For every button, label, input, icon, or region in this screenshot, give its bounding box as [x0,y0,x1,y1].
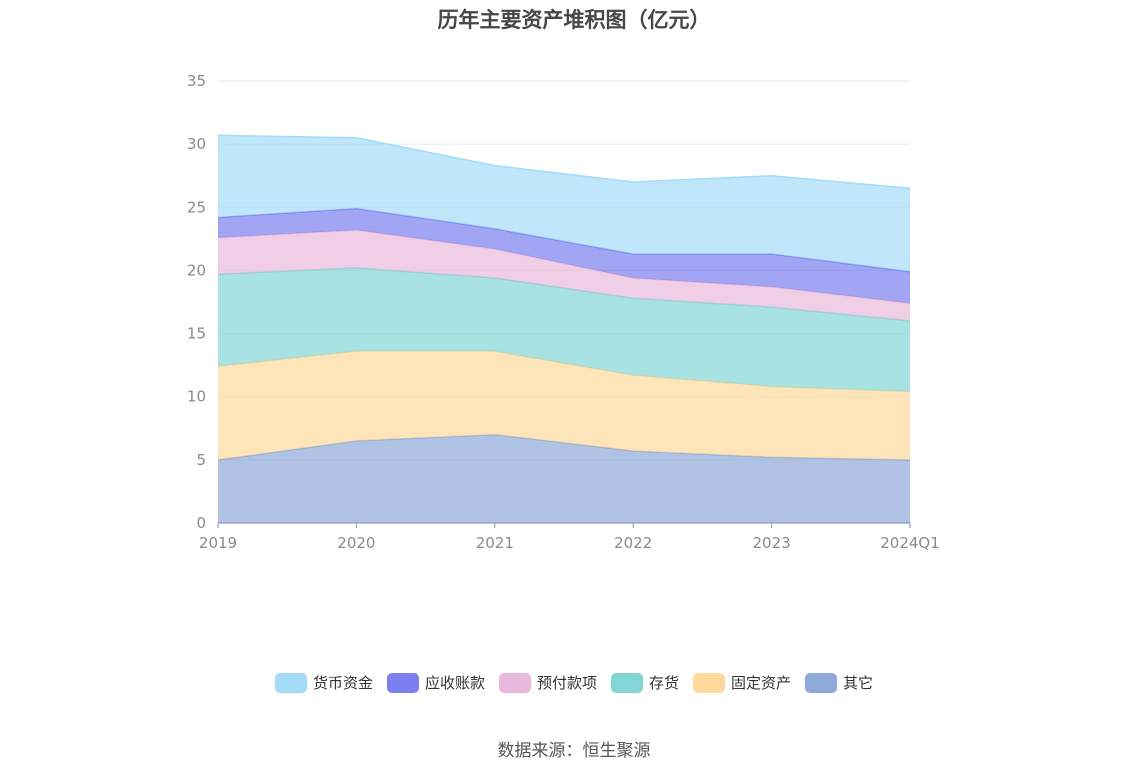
legend-item[interactable]: 存货 [611,672,679,693]
y-tick-label: 30 [187,135,206,153]
legend-swatch [498,672,531,693]
area-0 [218,434,910,523]
area-2 [218,267,910,392]
legend-label: 存货 [649,674,680,692]
area-1 [218,351,910,460]
area-series [217,134,911,523]
legend-swatch [805,672,838,693]
legend-item[interactable]: 应收账款 [386,672,485,693]
x-tick-label: 2021 [476,534,514,552]
area-5 [218,135,910,272]
y-tick-label: 25 [187,198,206,216]
y-tick-label: 10 [187,388,206,406]
area-3 [218,230,910,321]
x-tick-label: 2023 [753,534,791,552]
legend-label: 固定资产 [731,674,792,692]
data-source: 数据来源：恒生聚源 [497,741,651,761]
y-tick-label: 5 [196,451,206,469]
chart-title: 历年主要资产堆积图（亿元） [437,8,711,32]
legend-swatch [693,672,726,693]
x-tick-label: 2022 [614,534,652,552]
legend-label: 货币资金 [312,674,373,692]
x-tick-label: 2020 [337,534,375,552]
y-tick-label: 20 [187,261,206,279]
legend-item[interactable]: 预付款项 [498,672,597,693]
x-tick-label: 2019 [199,534,237,552]
y-tick-label: 0 [196,514,206,532]
x-tick-label: 2024Q1 [880,534,940,552]
legend-label: 应收账款 [424,674,485,692]
legend-item[interactable]: 固定资产 [693,672,791,693]
y-tick-label: 15 [187,325,206,343]
legend-swatch [611,672,643,693]
legend-label: 其它 [843,674,874,692]
legend-swatch [386,672,419,693]
legend-item[interactable]: 货币资金 [274,672,373,693]
stacked-area-chart: 0 5 10 15 20 25 30 35 2019 2020 2021 2022 2023 2024Q1 [187,72,940,552]
y-tick-label: 35 [187,72,206,90]
area-edge-5 [217,134,911,190]
legend-label: 预付款项 [536,674,597,692]
legend-swatch [274,672,307,693]
legend-item[interactable]: 其它 [805,672,873,693]
area-4 [218,208,910,304]
axes: 0 5 10 15 20 25 30 35 2019 2020 2021 2022 2023 2024Q1 [187,72,940,552]
legend: 货币资金 应收账款 预付款项 存货 固定资产 其它 [0,672,1148,693]
